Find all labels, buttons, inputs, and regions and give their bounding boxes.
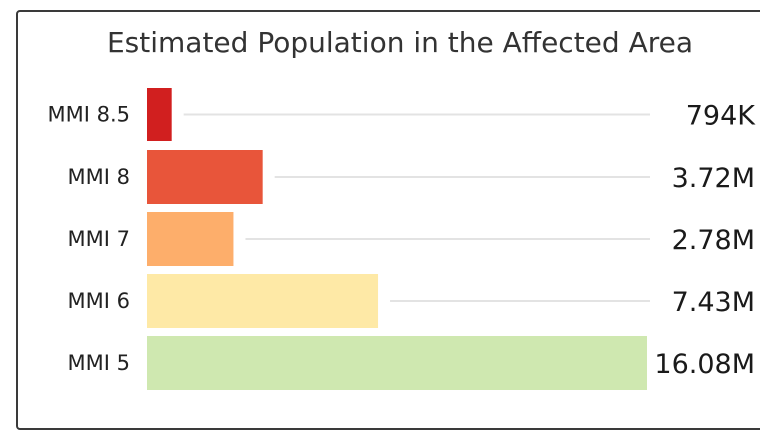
bar-chart: MMI 8.5 794K MMI 8 3.72M MMI 7 2.78M MMI 6 7.43… — [0, 0, 760, 413]
value-label: 2.78M — [672, 225, 755, 256]
value-label: 3.72M — [672, 163, 755, 194]
value-label: 7.43M — [672, 287, 755, 318]
category-label: MMI 5 — [68, 351, 130, 375]
value-label: 794K — [686, 101, 757, 132]
value-label: 16.08M — [654, 349, 755, 380]
category-label: MMI 6 — [68, 289, 130, 313]
bar — [147, 336, 647, 390]
category-label: MMI 8.5 — [47, 103, 130, 127]
bar — [147, 274, 378, 328]
category-label: MMI 7 — [68, 227, 130, 251]
category-label: MMI 8 — [68, 165, 130, 189]
bar — [147, 150, 263, 204]
bar — [147, 212, 233, 266]
bar — [147, 88, 172, 141]
